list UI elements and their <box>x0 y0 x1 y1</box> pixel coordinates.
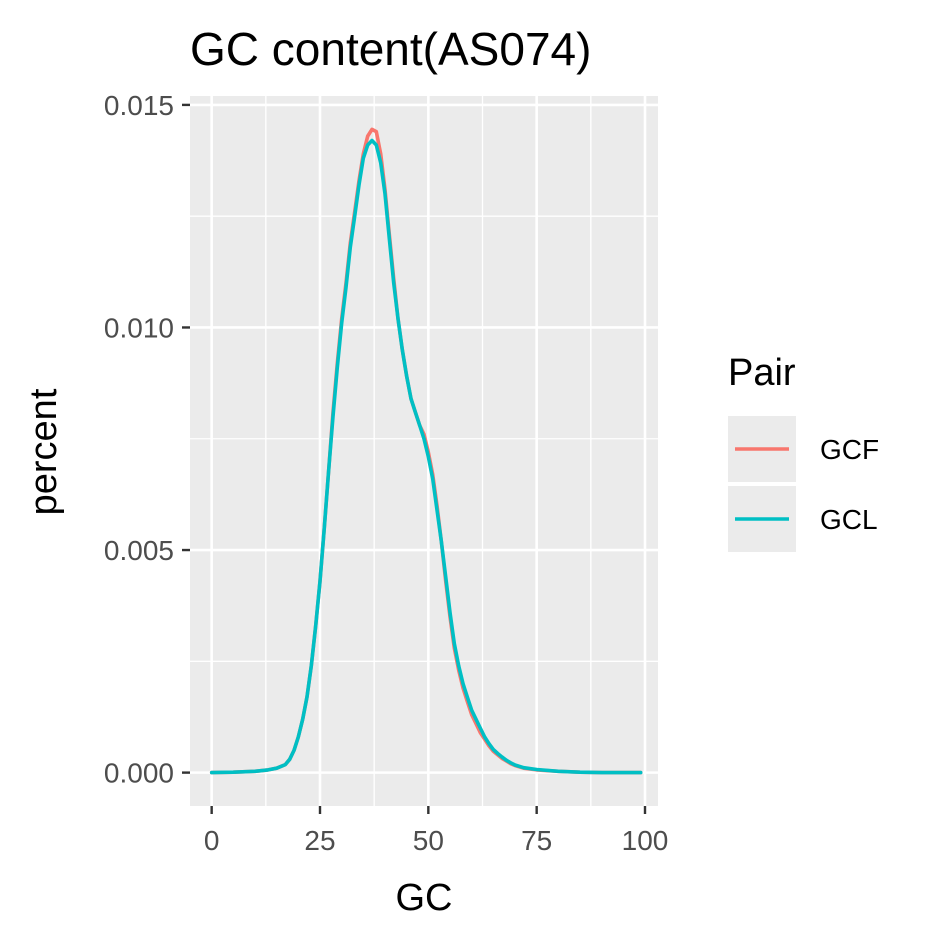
y-axis-title: percent <box>23 388 65 515</box>
chart-title: GC content(AS074) <box>190 23 591 75</box>
legend-title: Pair <box>728 352 796 394</box>
series-layer <box>209 127 643 775</box>
x-axis: 0 25 50 75 100 <box>204 806 668 856</box>
y-tick-label: 0.015 <box>104 90 174 121</box>
legend: Pair GCF GCL <box>728 352 879 552</box>
legend-label-gcf: GCF <box>820 434 879 465</box>
legend-label-gcl: GCL <box>820 504 878 535</box>
x-tick-label: 25 <box>304 825 335 856</box>
legend-items: GCF GCL <box>728 416 879 552</box>
x-tick-label: 50 <box>413 825 444 856</box>
y-tick-label: 0.010 <box>104 312 174 343</box>
y-axis: 0.000 0.005 0.010 0.015 <box>104 90 190 789</box>
x-tick-label: 75 <box>521 825 552 856</box>
plot-panel <box>190 96 658 806</box>
y-tick-label: 0.000 <box>104 758 174 789</box>
y-tick-label: 0.005 <box>104 535 174 566</box>
x-tick-label: 0 <box>204 825 220 856</box>
series-line-gcl <box>209 138 643 775</box>
x-tick-label: 100 <box>622 825 669 856</box>
x-axis-title: GC <box>396 877 453 919</box>
